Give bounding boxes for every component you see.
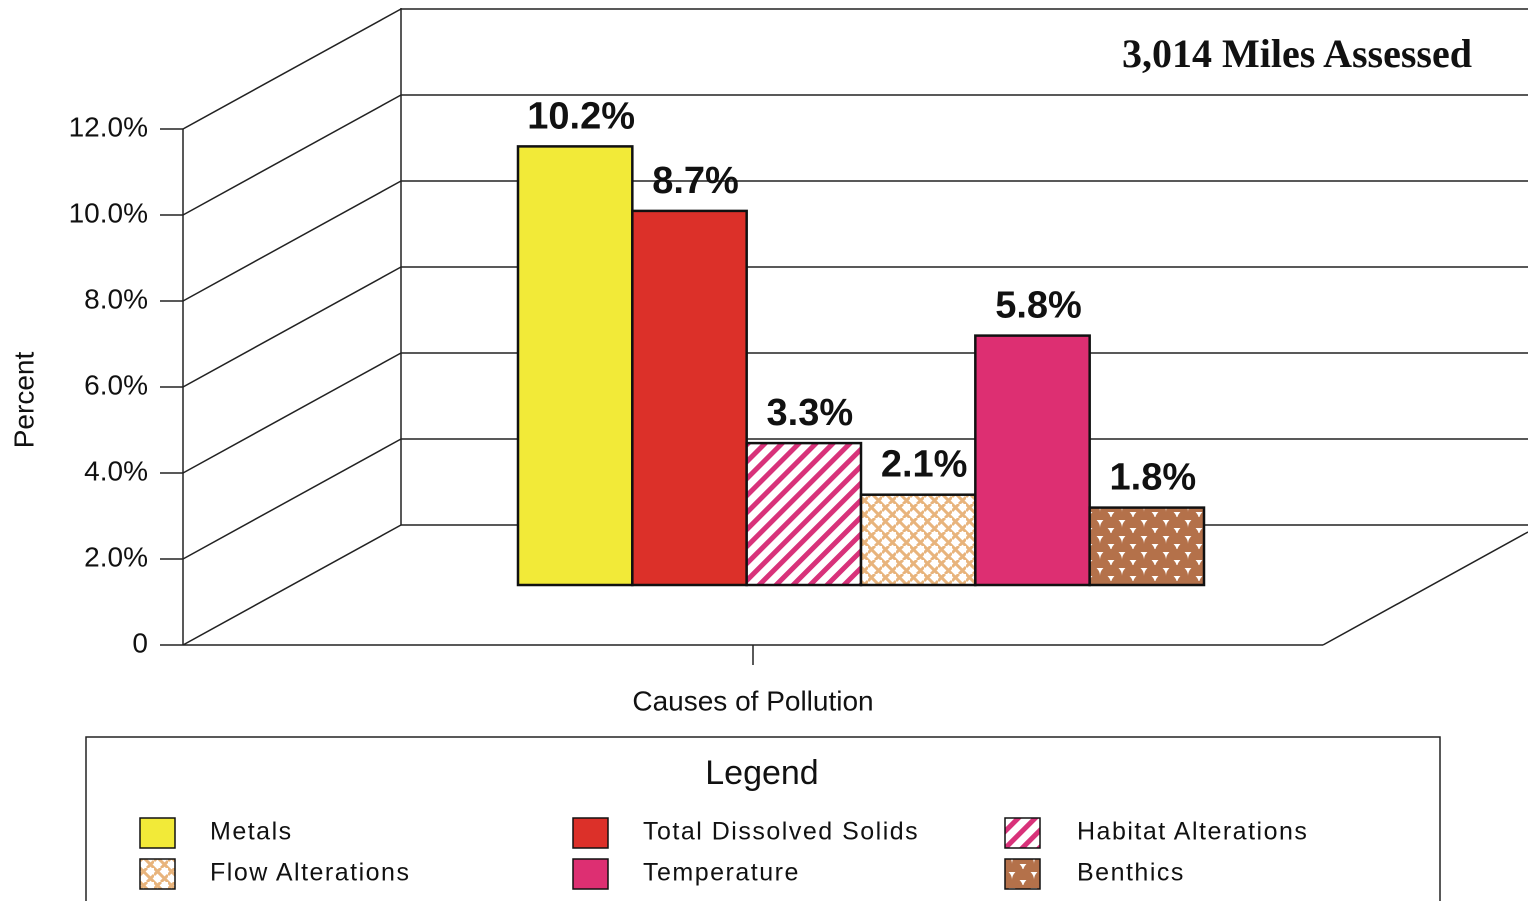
legend-label: Total Dissolved Solids <box>643 818 919 846</box>
legend-label: Benthics <box>1077 859 1185 887</box>
legend-swatch <box>139 858 176 890</box>
floor-right <box>1322 531 1528 646</box>
y-tick-label: 10.0% <box>69 197 148 228</box>
legend-box <box>85 736 1441 901</box>
value-label: 2.1% <box>881 444 968 486</box>
value-label: 8.7% <box>652 160 739 202</box>
annotation: 3,014 Miles Assessed <box>1122 31 1472 76</box>
legend-label: Flow Alterations <box>210 859 410 887</box>
value-label: 5.8% <box>995 285 1082 327</box>
y-tick-label: 12.0% <box>69 111 148 142</box>
legend-swatch <box>139 817 176 849</box>
legend-label: Metals <box>210 818 293 846</box>
grid-line <box>182 94 402 216</box>
grid-line <box>182 352 402 474</box>
y-tick-label: 8.0% <box>84 283 148 314</box>
y-tick-label: 2.0% <box>84 541 148 572</box>
y-tick-label: 6.0% <box>84 369 148 400</box>
value-label: 10.2% <box>527 95 635 137</box>
legend-swatch <box>1004 817 1041 849</box>
bar <box>974 334 1091 587</box>
grid-line <box>182 180 402 302</box>
x-axis-label: Causes of Pollution <box>632 685 873 716</box>
legend-label: Temperature <box>643 859 800 887</box>
y-axis-label: Percent <box>8 352 39 449</box>
legend-swatch <box>572 817 609 849</box>
grid-line <box>182 524 402 646</box>
grid-line <box>182 438 402 560</box>
y-tick-label: 4.0% <box>84 455 148 486</box>
bar <box>745 441 863 587</box>
legend-swatch <box>1004 858 1041 890</box>
bar <box>516 145 634 587</box>
value-label: 1.8% <box>1110 457 1197 499</box>
bar <box>631 209 748 587</box>
grid-line <box>182 8 402 130</box>
legend-label: Habitat Alterations <box>1077 818 1308 846</box>
y-tick-label: 0 <box>132 627 148 658</box>
bar <box>1088 506 1206 587</box>
bar <box>859 493 977 587</box>
legend-title: Legend <box>705 754 818 792</box>
legend-swatch <box>572 858 609 890</box>
grid-line <box>182 266 402 388</box>
value-label: 3.3% <box>767 392 854 434</box>
